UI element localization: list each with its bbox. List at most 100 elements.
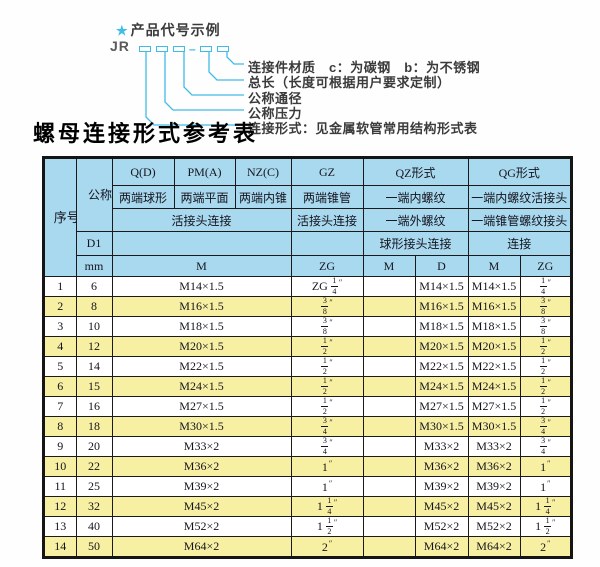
zg-cell: 1″ (290, 456, 364, 477)
header-row-d1: D1 球形接头连接 连接 (44, 231, 572, 256)
qz-m-cell (362, 516, 416, 537)
dn-cell: 16 (75, 396, 113, 417)
code-box-2 (156, 46, 168, 52)
dn-cell: 14 (75, 356, 113, 377)
inch-mark: ″ (329, 318, 333, 327)
header-ends-pma: 两端平面 (173, 185, 236, 209)
table-body: 1 6 M14×1.5 ZG 1 4 ″ M14×1.5 M14×1.5 1 4 ″ 2 8 M16×1.… (43, 276, 572, 558)
qz-d-cell: M33×2 (414, 436, 469, 457)
inch-mark: ″ (547, 298, 551, 307)
m-cell: M30×1.5 (111, 416, 292, 437)
qg-zg-cell: 3 4 ″ (519, 416, 572, 437)
dn-cell: 22 (75, 456, 113, 477)
qz-m-cell (362, 356, 416, 377)
qz-d-cell: M30×1.5 (414, 416, 469, 437)
qg-m-cell: M33×2 (467, 436, 521, 457)
header-unit-qg-m: M (467, 255, 521, 277)
seq-cell: 8 (43, 416, 77, 437)
qg-zg-cell: 1″ (519, 476, 572, 497)
inch-mark: ″ (329, 358, 333, 367)
inch-mark: ″ (328, 478, 333, 488)
table-row: 1 6 M14×1.5 ZG 1 4 ″ M14×1.5 M14×1.5 1 4 ″ (43, 276, 572, 297)
m-cell: M22×1.5 (111, 356, 292, 377)
table-row: 3 10 M18×1.5 3 8 ″ M18×1.5 M18×1.5 3 8 ″ (43, 316, 572, 337)
header-unit-qz-m: M (362, 255, 416, 277)
table-row: 12 32 M45×2 1 1 4 ″ M45×2 M45×2 1 1 4 ″ (43, 496, 572, 517)
code-label-diameter: 公称通径 (248, 91, 303, 106)
header-ends-qd: 两端球形 (111, 185, 175, 209)
qg-m-cell: M14×1.5 (467, 276, 521, 297)
reference-table: 序号 公称通径 Q(D) PM(A) NZ(C) GZ QZ形式 QG形式 两端… (42, 156, 573, 559)
header-union-qz: 一端外螺纹 (362, 208, 469, 232)
seq-cell: 6 (43, 376, 77, 397)
qg-m-cell: M64×2 (467, 536, 521, 558)
zg-cell: 1″ (290, 476, 364, 497)
seq-cell: 4 (43, 336, 77, 357)
inch-mark: ″ (547, 358, 551, 367)
zg-cell: 1 1 2 ″ (290, 516, 364, 537)
qg-m-cell: M27×1.5 (467, 396, 521, 417)
header-union-gz: 活接头连接 (290, 208, 364, 232)
header-group-gz: GZ (290, 157, 364, 186)
dn-cell: 8 (75, 296, 113, 317)
qz-d-cell: M39×2 (414, 476, 469, 497)
dn-cell: 25 (75, 476, 113, 497)
seq-cell: 1 (43, 276, 77, 297)
header-ends-qg: 一端内螺纹活接头 (467, 185, 572, 209)
dn-cell: 6 (75, 276, 113, 297)
header-joint-qz: 球形接头连接 (362, 231, 469, 256)
zg-cell: 1 1 4 ″ (290, 496, 364, 517)
code-box-3 (173, 46, 185, 52)
dn-cell: 20 (75, 436, 113, 457)
dn-cell: 40 (75, 516, 113, 537)
dn-cell: 15 (75, 376, 113, 397)
zg-cell: 3 4 ″ (290, 416, 364, 437)
qz-d-cell: M14×1.5 (414, 276, 469, 297)
header-unit-zg: ZG (290, 255, 364, 277)
seq-cell: 3 (43, 316, 77, 337)
header-group-nzc: NZ(C) (234, 157, 292, 186)
inch-mark: ″ (547, 378, 551, 387)
inch-mark: ″ (547, 418, 551, 427)
qz-m-cell (362, 436, 416, 457)
header-row-groups: 序号 公称通径 Q(D) PM(A) NZ(C) GZ QZ形式 QG形式 (43, 157, 572, 277)
code-box-5 (216, 46, 229, 52)
header-joint-qg: 连接 (467, 231, 572, 256)
seq-cell: 14 (43, 536, 77, 558)
inch-mark: ″ (547, 398, 551, 407)
header-ends-qz: 一端内螺纹 (362, 185, 469, 209)
m-cell: M16×1.5 (111, 296, 292, 317)
qg-zg-cell: 1 2 ″ (519, 336, 572, 357)
qz-m-cell (362, 316, 416, 337)
m-cell: M45×2 (111, 496, 292, 517)
inch-mark: ″ (329, 418, 333, 427)
qz-d-cell: M52×2 (414, 516, 469, 537)
code-box-4 (199, 46, 212, 52)
qg-m-cell: M39×2 (467, 476, 521, 497)
table-row: 10 22 M36×2 1″ M36×2 M36×2 1″ (43, 456, 572, 477)
product-code-boxes: – (139, 43, 234, 55)
code-label-pressure: 公称压力 (248, 106, 303, 121)
qz-d-cell: M27×1.5 (414, 396, 469, 417)
header-nominal-diameter: 公称通径 (75, 157, 113, 232)
header-unit-qz-d: D (414, 255, 469, 277)
qz-m-cell (362, 376, 416, 397)
header-union-qg: 一端锥管螺纹接头 (467, 208, 572, 232)
qg-m-cell: M20×1.5 (467, 336, 521, 357)
dn-cell: 32 (75, 496, 113, 517)
inch-mark: ″ (329, 378, 333, 387)
qg-zg-cell: 1 1 4 ″ (519, 496, 572, 517)
